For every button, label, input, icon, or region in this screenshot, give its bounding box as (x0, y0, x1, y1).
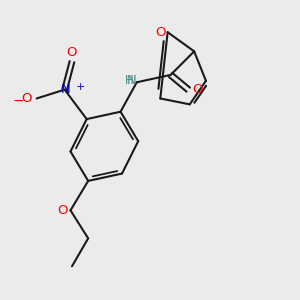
Text: O: O (155, 26, 165, 39)
Text: O: O (22, 92, 32, 105)
Text: N: N (127, 74, 137, 87)
Text: +: + (76, 82, 85, 92)
Text: O: O (192, 83, 202, 96)
Text: O: O (67, 46, 77, 59)
Text: O: O (58, 204, 68, 217)
Text: −: − (13, 94, 24, 108)
Text: H: H (124, 74, 133, 87)
Text: N: N (61, 83, 71, 96)
